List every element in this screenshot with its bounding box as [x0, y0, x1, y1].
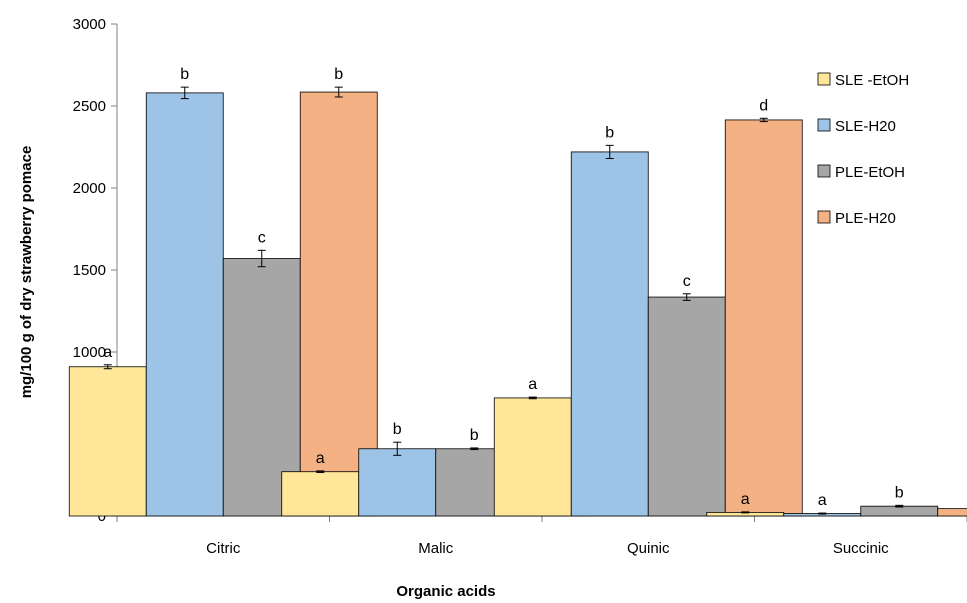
bar	[281, 471, 360, 517]
significance-letter: c	[258, 229, 266, 246]
significance-letter: b	[334, 66, 343, 83]
bar	[570, 151, 649, 517]
significance-letter: b	[393, 421, 402, 438]
significance-letter: a	[528, 376, 537, 393]
legend-label: SLE -EtOH	[835, 72, 909, 89]
significance-letter: d	[759, 97, 768, 114]
y-tick-label: 1000	[73, 344, 106, 361]
bar	[358, 448, 437, 517]
x-tick-label: Malic	[418, 540, 454, 557]
legend: SLE -EtOH SLE-H20 PLE-EtOH PLE-H20	[817, 72, 909, 227]
bar	[145, 92, 224, 517]
legend-label: PLE-EtOH	[835, 164, 905, 181]
y-tick-label: 2000	[73, 180, 106, 197]
significance-letter: a	[818, 492, 827, 509]
significance-letter: c	[683, 273, 691, 290]
legend-swatch	[817, 118, 831, 132]
x-axis-title: Organic acids	[396, 583, 495, 600]
bar	[937, 508, 967, 517]
bar	[724, 119, 803, 517]
legend-swatch	[817, 164, 831, 178]
y-axis-title: mg/100 g of dry strawberry pomace	[18, 146, 35, 399]
bar	[647, 296, 726, 517]
legend-label: PLE-H20	[835, 210, 896, 227]
significance-letter: b	[605, 124, 614, 141]
legend-swatch	[817, 72, 831, 86]
significance-letter: b	[895, 484, 904, 501]
legend-label: SLE-H20	[835, 118, 896, 135]
significance-letter: a	[741, 491, 750, 508]
bar	[860, 505, 939, 517]
bar	[68, 366, 147, 517]
significance-letter: b	[180, 66, 189, 83]
x-tick-label: Succinic	[833, 540, 889, 557]
significance-letter: b	[470, 427, 479, 444]
legend-swatch	[817, 210, 831, 224]
x-tick-label: Quinic	[627, 540, 670, 557]
y-tick-label: 3000	[73, 16, 106, 33]
significance-letter: a	[103, 344, 112, 361]
bar-series-group: abcbabbbabcdaabc	[68, 66, 967, 517]
y-tick-label: 0	[98, 508, 106, 525]
x-tick-label: Citric	[206, 540, 241, 557]
x-axis: Citric Malic Quinic Succinic	[116, 515, 967, 557]
significance-letter: a	[316, 450, 325, 467]
y-tick-label: 2500	[73, 98, 106, 115]
bar	[299, 91, 378, 517]
bar	[493, 397, 572, 517]
y-tick-label: 1500	[73, 262, 106, 279]
